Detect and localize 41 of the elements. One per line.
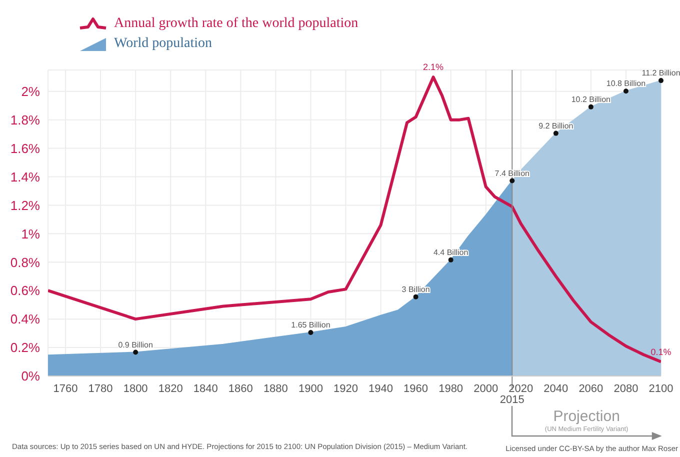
- x-tick-label: 2000: [474, 382, 498, 395]
- y-tick-label: 0.2%: [10, 340, 40, 356]
- data-label: 10.2 Billion: [571, 94, 611, 104]
- data-label: 0.9 Billion: [118, 340, 153, 350]
- x-tick-label: 1820: [158, 382, 183, 395]
- y-tick-label: 1.4%: [10, 169, 40, 184]
- y-tick-label: 0.6%: [10, 283, 40, 298]
- ref-line-label: 2015: [500, 394, 524, 406]
- text: Projection: [552, 408, 621, 425]
- y-tick-label: 0.8%: [10, 254, 40, 270]
- data-label: 10.8 Billion: [606, 79, 646, 88]
- y-tick-label: 0%: [21, 368, 40, 384]
- x-tick-label: 1780: [88, 382, 113, 395]
- y-tick-label: 1.2%: [10, 198, 40, 213]
- x-tick-label: 1940: [368, 382, 394, 395]
- x-tick-label: 2040: [544, 382, 568, 395]
- data-label: 9.2 Billion: [538, 121, 574, 130]
- x-tick-label: 1960: [404, 382, 428, 395]
- x-tick-label: 1980: [438, 382, 464, 395]
- x-tick-label: 1840: [193, 382, 218, 395]
- x-tick-label: 1800: [123, 382, 148, 395]
- x-tick-label: 1880: [263, 382, 288, 395]
- y-tick-label: 0.4%: [10, 312, 40, 327]
- y-tick-label: 2%: [21, 84, 40, 99]
- x-tick-label: 1860: [228, 382, 253, 395]
- x-tick-label: 1920: [334, 382, 358, 395]
- legend-label: Annual growth rate of the world population: [114, 16, 358, 32]
- x-tick-label: 2080: [614, 382, 638, 395]
- data-label: 2.1%: [423, 62, 444, 72]
- y-tick-label: 1%: [21, 226, 40, 242]
- data-label: 1.65 Billion: [291, 320, 330, 330]
- x-tick-label: 1760: [53, 382, 78, 395]
- y-tick-label: 1.6%: [10, 140, 40, 156]
- data-label: 0.1%: [650, 346, 672, 357]
- legend-label: World population: [114, 36, 212, 52]
- x-tick-label: 1900: [298, 382, 323, 395]
- x-tick-label: 2060: [578, 382, 604, 395]
- x-tick-label: 2020: [508, 382, 534, 395]
- data-label: 11.2 Billion: [642, 68, 680, 78]
- y-tick-label: 1.8%: [10, 112, 40, 128]
- x-tick-label: 2100: [648, 382, 674, 395]
